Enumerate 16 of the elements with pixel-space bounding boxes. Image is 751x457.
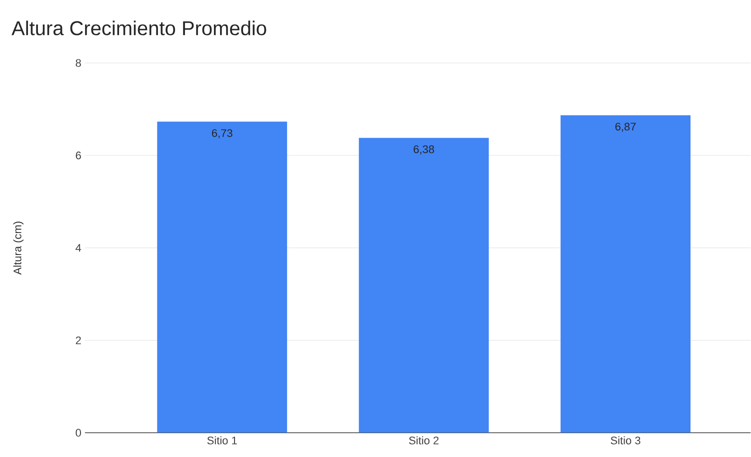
data-label: 6,87: [615, 122, 636, 132]
chart-title: Altura Crecimiento Promedio: [12, 20, 266, 36]
y-tick-label: 2: [76, 336, 81, 344]
y-axis-title: Altura (cm): [13, 222, 24, 275]
x-tick-label: Sitio 2: [409, 436, 439, 444]
bar: [358, 138, 489, 433]
bar: [157, 122, 288, 433]
x-tick-label: Sitio 3: [610, 436, 640, 444]
bar: [560, 115, 691, 433]
y-tick-label: 8: [76, 59, 81, 67]
y-tick-label: 4: [76, 244, 82, 252]
x-tick-label: Sitio 1: [207, 436, 237, 444]
y-tick-label: 0: [76, 429, 81, 437]
y-tick-label: 6: [76, 152, 81, 160]
data-label: 6,38: [414, 146, 434, 155]
data-label: 6,73: [212, 129, 232, 138]
